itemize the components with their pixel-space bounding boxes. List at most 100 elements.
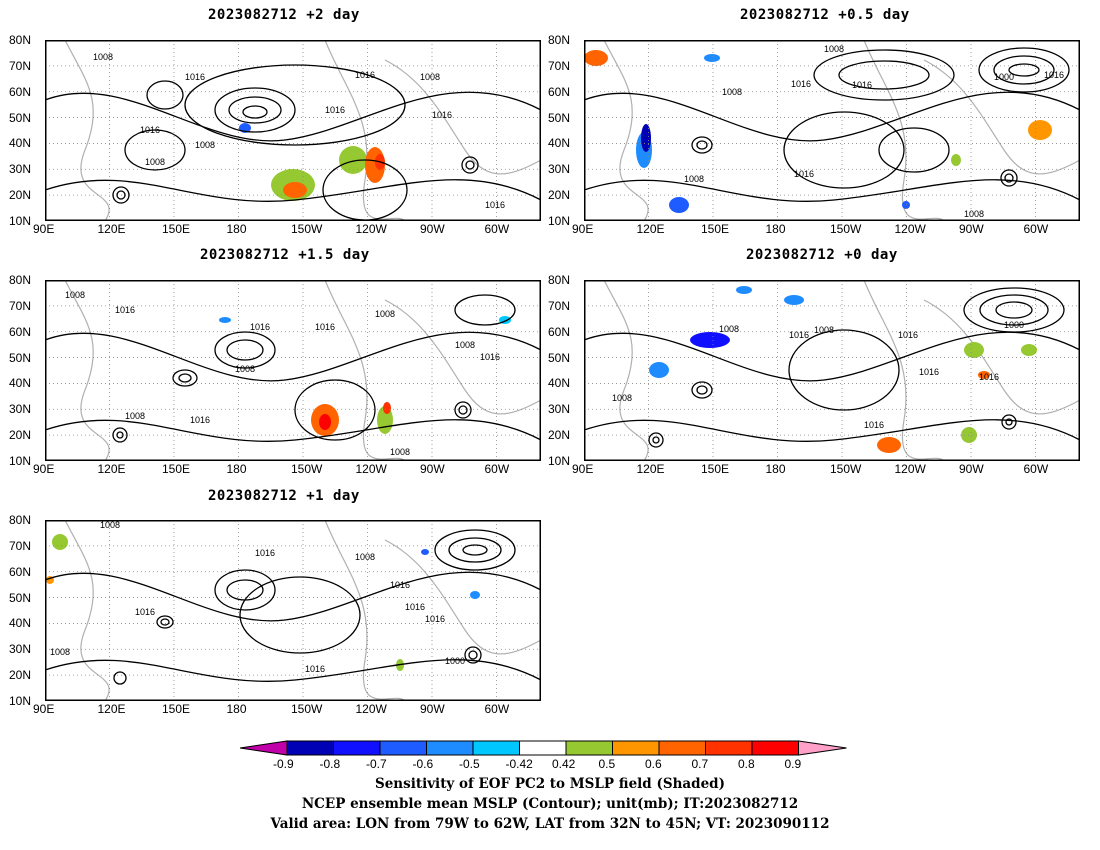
colorbar-tick-label: -0.7 xyxy=(366,757,387,771)
colorbar-segment xyxy=(705,740,753,756)
colorbar xyxy=(240,740,847,756)
isobar-contour xyxy=(228,96,282,124)
isobar-contour xyxy=(461,156,479,174)
isobar-contour xyxy=(214,331,276,369)
latitude-tick-label: 50N xyxy=(548,110,571,125)
isobar-contour xyxy=(783,111,905,189)
latitude-tick-label: 70N xyxy=(548,58,571,73)
coastline xyxy=(384,59,541,175)
isobar-contour xyxy=(648,432,664,448)
longitude-tick-label: 90E xyxy=(33,462,55,476)
contour-label: 1016 xyxy=(355,70,375,80)
coastline xyxy=(384,299,541,415)
coastline xyxy=(923,59,1080,175)
colorbar-tick-label: -0.9 xyxy=(273,757,294,771)
contour-label: 1008 xyxy=(719,324,739,334)
latitude-tick-label: 50N xyxy=(9,350,32,365)
colorbar-segment xyxy=(519,740,567,756)
contour-label: 1016 xyxy=(115,305,135,315)
contour-label: 1008 xyxy=(375,309,395,319)
map-frame xyxy=(45,520,541,701)
isobar-contour xyxy=(978,47,1070,93)
isobar-contour xyxy=(1005,418,1013,426)
contour-label: 1016 xyxy=(898,330,918,340)
latitude-tick-label: 20N xyxy=(548,188,571,203)
colorbar-tick-label: -0.42 xyxy=(505,757,533,771)
contour-label: 1000 xyxy=(1004,320,1024,330)
longitude-tick-label: 60W xyxy=(484,222,510,236)
longitude-tick-label: 90E xyxy=(572,462,594,476)
isobar-contour xyxy=(979,294,1049,326)
contour-label: 1008 xyxy=(100,520,120,530)
longitude-tick-label: 90E xyxy=(33,702,55,716)
isobar-contour xyxy=(1000,169,1018,187)
contour-label: 1016 xyxy=(1044,70,1064,80)
longitude-tick-label: 150E xyxy=(701,462,730,476)
isobar-contour xyxy=(788,329,900,411)
sensitivity-map: 1008 1000 1016 1016 1016 1008 1008 1016 1008 xyxy=(584,40,1080,221)
coastline xyxy=(384,539,541,655)
longitude-tick-label: 120E xyxy=(97,462,126,476)
isobar-contour xyxy=(172,369,198,387)
isobar-contour xyxy=(239,576,361,654)
isobar-contour xyxy=(214,87,296,133)
latitude-tick-label: 30N xyxy=(548,402,571,417)
colorbar-tick-label: -0.6 xyxy=(412,757,434,771)
panel-title: 2023082712 +0 day xyxy=(746,247,898,263)
contour-label: 1008 xyxy=(50,647,70,657)
contour-label: 1016 xyxy=(315,322,335,332)
longitude-tick-label: 90W xyxy=(420,222,445,236)
contour-label: 1008 xyxy=(612,393,632,403)
colorbar-segment xyxy=(565,740,613,756)
isobar-contour xyxy=(146,80,184,110)
longitude-tick-label: 150E xyxy=(701,222,730,236)
sensitivity-map: 1008 1016 1016 1008 1008 1016 1008 1016 1016 1016 xyxy=(45,40,541,221)
isobar-contour xyxy=(995,301,1033,319)
latitude-tick-label: 10N xyxy=(548,454,571,468)
contour-label: 1016 xyxy=(794,169,814,179)
contour-label: 1008 xyxy=(964,209,984,219)
contour-label: 1016 xyxy=(405,602,425,612)
panel-title: 2023082712 +1.5 day xyxy=(200,247,370,263)
sensitivity-patch xyxy=(584,50,608,66)
coastline xyxy=(64,40,110,221)
isobar-contour xyxy=(226,339,264,361)
contour-label: 1008 xyxy=(390,447,410,457)
latitude-tick-label: 70N xyxy=(9,58,32,73)
coastline xyxy=(324,520,406,701)
contour-label: 1016 xyxy=(791,79,811,89)
contour-label: 1008 xyxy=(824,44,844,54)
sensitivity-map: 1008 1016 1008 1016 1000 1016 1016 1008 1016 xyxy=(584,280,1080,461)
sensitivity-patch xyxy=(978,371,990,379)
latitude-tick-label: 20N xyxy=(548,428,571,443)
isobar-contour xyxy=(45,91,541,142)
latitude-tick-label: 80N xyxy=(9,33,32,47)
isobar-contour xyxy=(178,373,192,383)
isobar-contour xyxy=(993,55,1055,85)
latitude-tick-label: 30N xyxy=(9,402,32,417)
contour-label: 1016 xyxy=(485,200,505,210)
colorbar-segment xyxy=(426,740,474,756)
sensitivity-patch xyxy=(704,54,720,62)
latitude-tick-label: 80N xyxy=(548,33,571,47)
longitude-tick-label: 90W xyxy=(959,462,984,476)
longitude-tick-label: 120W xyxy=(894,462,926,476)
latitude-tick-label: 80N xyxy=(9,273,32,287)
longitude-tick-label: 60W xyxy=(1023,222,1049,236)
latitude-tick-label: 80N xyxy=(9,513,32,527)
contour-label: 1016 xyxy=(305,664,325,674)
isobar-contour xyxy=(691,136,713,154)
contour-label: 1008 xyxy=(814,325,834,335)
isobar-contour xyxy=(813,49,955,101)
isobar-contour xyxy=(112,186,130,204)
latitude-tick-label: 60N xyxy=(9,84,32,99)
sensitivity-patch xyxy=(1028,120,1052,140)
isobar-contour xyxy=(124,129,186,171)
isobar-contour xyxy=(242,105,268,119)
sensitivity-patch xyxy=(283,182,307,198)
isobar-contour xyxy=(214,569,276,611)
contour-label: 1016 xyxy=(919,367,939,377)
contour-label: 1000 xyxy=(994,72,1014,82)
latitude-tick-label: 40N xyxy=(9,616,32,631)
longitude-tick-label: 180 xyxy=(226,222,247,236)
